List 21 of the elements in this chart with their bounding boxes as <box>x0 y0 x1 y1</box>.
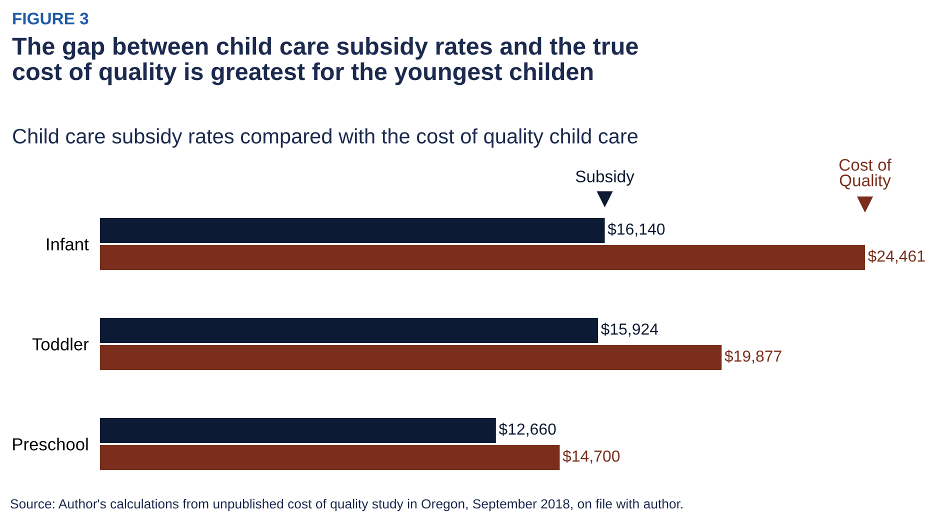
bar <box>100 218 605 243</box>
y-tick-label: Infant <box>47 238 89 250</box>
chart-subtitle: Child care subsidy rates compared with the cost of quality child care <box>13 128 638 148</box>
bar <box>100 418 496 443</box>
source-note: Source: Author's calculations from unpublished cost of quality study in Oregon, September 2018, on file with author. <box>10 498 682 512</box>
bar <box>100 245 865 270</box>
bar <box>100 445 560 470</box>
y-tick-label: Toddler <box>32 338 89 350</box>
text: Cost of Quality <box>839 158 892 190</box>
data-label: $24,461 <box>868 250 925 264</box>
caption: FIGURE 3 <box>13 12 88 24</box>
data-label: $16,140 <box>608 222 665 237</box>
data-label: $12,660 <box>498 422 556 437</box>
bar <box>100 345 722 370</box>
data-label: $15,924 <box>600 322 658 337</box>
y-tick-label: Preschool <box>13 438 88 450</box>
data-label: $14,700 <box>562 450 620 464</box>
series-label: Subsidy <box>576 170 634 186</box>
chart-title: The gap between child care subsidy rates and the true cost of quality is greatest for the youngest childen <box>12 37 638 86</box>
data-label: $19,877 <box>724 350 782 364</box>
bar <box>100 318 598 343</box>
